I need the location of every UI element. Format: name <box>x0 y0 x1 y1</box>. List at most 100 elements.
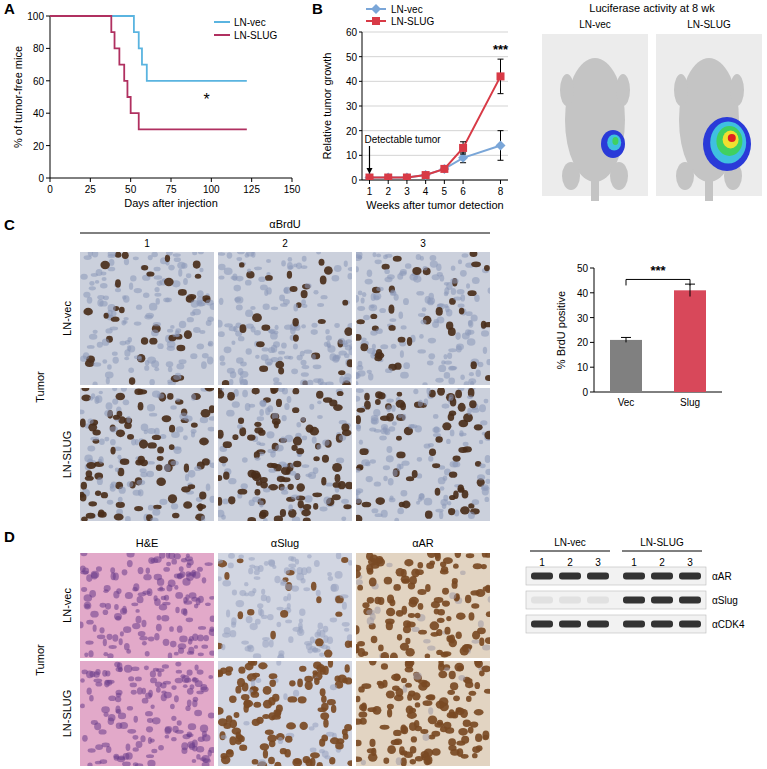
nucleus <box>235 686 241 694</box>
nucleus <box>332 356 339 363</box>
nucleus <box>89 281 94 286</box>
nucleus <box>280 610 288 618</box>
nucleus <box>301 290 308 298</box>
nucleus <box>191 422 198 427</box>
nucleus <box>484 431 490 440</box>
nucleus <box>333 404 343 411</box>
nucleus <box>422 382 427 385</box>
nucleus <box>126 553 134 558</box>
nucleus <box>301 324 306 328</box>
column-header: αBrdU <box>269 218 300 230</box>
nucleus <box>331 584 339 592</box>
marker <box>384 174 392 180</box>
nucleus <box>99 439 105 445</box>
nucleus <box>402 501 411 509</box>
error-bar <box>460 142 466 154</box>
nucleus <box>80 274 87 280</box>
nucleus <box>174 652 179 656</box>
micrograph <box>218 661 352 766</box>
error-bar <box>498 59 504 94</box>
nucleus <box>133 583 139 591</box>
bracket-drop <box>626 279 627 285</box>
nucleus <box>151 360 159 368</box>
x-axis <box>362 180 508 181</box>
nucleus <box>456 612 466 619</box>
nucleus <box>460 270 467 277</box>
nucleus <box>362 602 369 608</box>
nucleus <box>380 344 388 349</box>
nucleus <box>437 272 443 277</box>
nucleus <box>224 572 229 580</box>
nucleus <box>456 345 462 352</box>
nucleus <box>192 252 197 255</box>
nucleus <box>341 557 348 563</box>
nucleus <box>357 585 363 591</box>
nucleus <box>362 502 372 508</box>
nucleus <box>87 297 93 304</box>
nucleus <box>460 570 466 575</box>
nucleus <box>219 298 224 305</box>
nucleus <box>356 515 362 521</box>
marker <box>439 164 449 174</box>
nucleus <box>205 300 213 306</box>
plot-area <box>610 284 706 392</box>
image-background <box>656 34 762 196</box>
nucleus <box>288 257 293 262</box>
nucleus <box>458 420 468 428</box>
nucleus <box>284 567 290 574</box>
nucleus <box>198 252 204 254</box>
nucleus <box>313 503 318 510</box>
nucleus <box>116 502 125 508</box>
nucleus <box>291 368 298 374</box>
nucleus <box>367 617 374 625</box>
nucleus <box>82 735 88 742</box>
nucleus <box>250 623 258 630</box>
nucleus <box>200 757 207 761</box>
nucleus <box>119 638 123 645</box>
nucleus <box>304 641 312 646</box>
nucleus <box>307 554 312 558</box>
nucleus <box>131 439 136 446</box>
nucleus <box>426 388 430 395</box>
nucleus <box>181 747 187 754</box>
nucleus <box>162 602 171 606</box>
nucleus <box>138 489 144 496</box>
legend-label: LN-vec <box>234 17 266 28</box>
nucleus <box>264 561 269 566</box>
nucleus <box>152 435 161 440</box>
nucleus <box>386 446 392 453</box>
nucleus <box>442 588 449 595</box>
nucleus <box>187 688 194 695</box>
nucleus <box>218 475 222 481</box>
nucleus <box>107 364 112 369</box>
nucleus <box>444 304 448 308</box>
nucleus <box>80 622 84 629</box>
nucleus <box>356 570 361 579</box>
nucleus <box>280 486 288 491</box>
nucleus <box>315 443 321 449</box>
nucleus <box>220 361 226 365</box>
x-tick <box>500 180 501 184</box>
nucleus <box>145 693 152 699</box>
nucleus <box>160 434 166 439</box>
nucleus <box>362 292 366 297</box>
nucleus <box>177 625 183 632</box>
nucleus <box>97 295 104 300</box>
nucleus <box>115 288 121 292</box>
nucleus <box>376 328 383 334</box>
nucleus <box>174 257 181 262</box>
nucleus <box>237 252 245 254</box>
nucleus <box>133 256 139 260</box>
nucleus <box>320 275 327 284</box>
column-label: 2 <box>282 238 288 249</box>
nucleus <box>231 340 235 345</box>
nucleus <box>413 276 421 283</box>
nucleus <box>148 255 153 260</box>
nucleus <box>338 338 345 344</box>
nucleus <box>448 327 456 336</box>
nucleus <box>109 464 114 468</box>
nucleus <box>337 391 344 396</box>
nucleus <box>479 404 486 412</box>
nucleus <box>356 252 363 258</box>
nucleus <box>123 317 128 321</box>
